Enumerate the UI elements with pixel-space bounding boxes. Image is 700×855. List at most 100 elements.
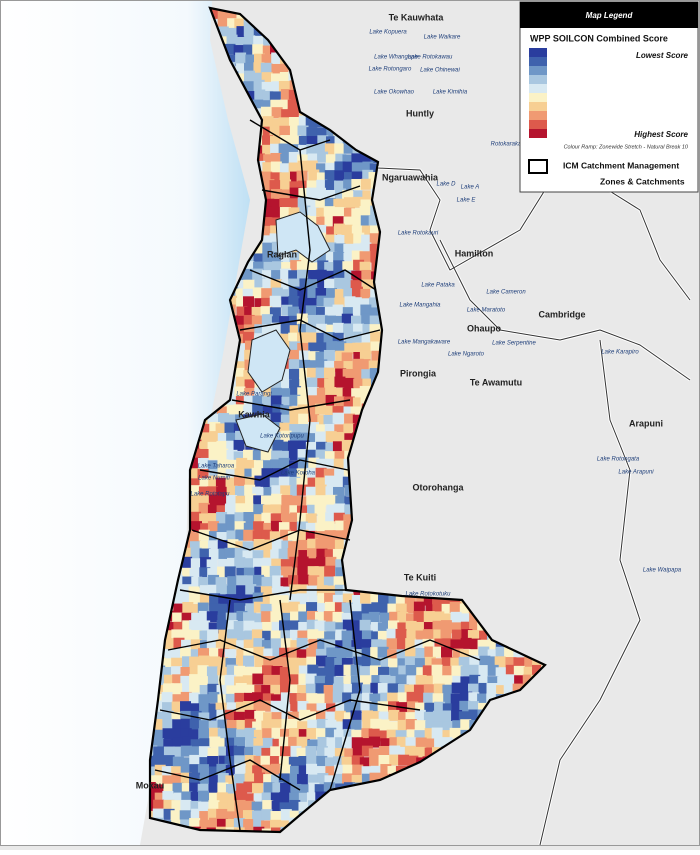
- soil-patch: [218, 413, 230, 425]
- soil-patch: [360, 288, 372, 300]
- soil-patch: [380, 692, 392, 704]
- soil-patch: [236, 297, 248, 309]
- soil-patch: [353, 323, 365, 335]
- soil-patch: [236, 640, 248, 652]
- soil-patch: [243, 70, 255, 82]
- soil-patch: [191, 612, 203, 624]
- soil-patch: [226, 396, 238, 408]
- soil-patch: [397, 611, 409, 623]
- soil-patch: [251, 801, 263, 813]
- soil-patch: [270, 459, 282, 471]
- legend-swatch: [529, 111, 547, 120]
- soil-patch: [216, 763, 228, 775]
- soil-patch: [279, 728, 291, 740]
- soil-patch: [334, 602, 346, 614]
- soil-patch: [460, 676, 472, 688]
- soil-patch: [190, 791, 202, 803]
- soil-patch: [189, 457, 201, 469]
- soil-patch: [335, 648, 347, 660]
- soil-patch: [217, 666, 229, 678]
- soil-patch: [280, 559, 292, 571]
- soil-patch: [216, 818, 228, 830]
- soil-patch: [315, 522, 327, 534]
- soil-patch: [198, 577, 210, 589]
- soil-patch: [253, 818, 265, 830]
- soil-patch: [227, 602, 239, 614]
- soil-patch: [405, 737, 417, 749]
- soil-patch: [333, 729, 345, 741]
- soil-patch: [326, 324, 338, 336]
- soil-patch: [234, 676, 246, 688]
- soil-patch: [172, 746, 184, 758]
- soil-patch: [334, 277, 346, 289]
- soil-patch: [315, 288, 327, 300]
- soil-patch: [162, 649, 174, 661]
- soil-patch: [263, 460, 275, 472]
- soil-patch: [190, 630, 202, 642]
- lake-label: Lake Taharoa: [198, 464, 235, 470]
- soil-patch: [170, 728, 182, 740]
- soil-patch: [234, 737, 246, 749]
- soil-patch: [316, 207, 328, 219]
- soil-patch: [280, 135, 292, 147]
- soil-patch: [288, 665, 300, 677]
- soil-patch: [233, 711, 245, 723]
- soil-patch: [217, 448, 229, 460]
- soil-patch: [180, 799, 192, 811]
- soil-patch: [289, 799, 301, 811]
- soil-patch: [371, 350, 383, 362]
- soil-patch: [288, 368, 300, 380]
- soil-patch: [289, 432, 301, 444]
- soil-patch: [279, 422, 291, 434]
- lake-label: Lake Whangape: [374, 55, 418, 61]
- soil-patch: [308, 216, 320, 228]
- soil-patch: [216, 584, 228, 596]
- soil-patch: [153, 700, 165, 712]
- soil-patch: [154, 694, 166, 706]
- soil-patch: [226, 620, 238, 632]
- soil-patch: [217, 728, 229, 740]
- soil-patch: [251, 315, 263, 327]
- soil-patch: [253, 701, 265, 713]
- soil-patch: [261, 747, 273, 759]
- soil-patch: [180, 629, 192, 641]
- soil-patch: [360, 701, 372, 713]
- soil-patch: [253, 261, 265, 273]
- soil-patch: [150, 792, 157, 804]
- soil-patch: [495, 667, 507, 679]
- soil-patch: [270, 520, 282, 532]
- soil-patch: [153, 799, 165, 811]
- soil-patch: [252, 673, 264, 685]
- soil-patch: [299, 253, 311, 265]
- soil-patch: [513, 648, 525, 660]
- soil-patch: [262, 90, 274, 102]
- soil-patch: [334, 289, 346, 301]
- soil-patch: [414, 730, 426, 742]
- soil-patch: [217, 566, 229, 578]
- soil-patch: [332, 683, 344, 695]
- soil-patch: [279, 441, 291, 453]
- soil-patch: [298, 611, 310, 623]
- soil-patch: [226, 530, 238, 542]
- soil-patch: [326, 585, 338, 597]
- soil-patch: [261, 512, 273, 524]
- soil-patch: [297, 154, 309, 166]
- soil-patch: [233, 773, 245, 785]
- soil-patch: [181, 791, 193, 803]
- soil-patch: [242, 268, 254, 280]
- soil-patch: [452, 720, 464, 732]
- catchment-line: [231, 399, 351, 411]
- soil-patch: [217, 26, 229, 38]
- soil-patch: [233, 746, 245, 758]
- soil-patch: [377, 646, 389, 658]
- soil-patch: [307, 422, 319, 434]
- soil-patch: [288, 601, 300, 613]
- soil-patch: [207, 808, 219, 820]
- catchment-line: [167, 639, 481, 661]
- soil-patch: [260, 100, 272, 112]
- soil-patch: [369, 736, 381, 748]
- lake-label: Lake Kimihia: [433, 90, 468, 96]
- soil-patch: [441, 603, 453, 615]
- soil-patch: [289, 187, 301, 199]
- soil-patch: [270, 161, 282, 173]
